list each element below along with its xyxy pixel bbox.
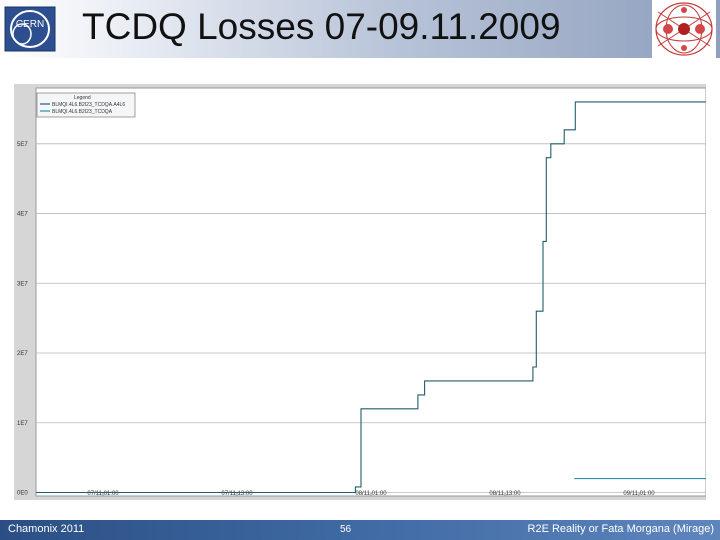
y-tick-label: 3E7 (17, 281, 28, 287)
legend-box (36, 92, 136, 118)
x-tick-label: 08/11 13:00 (489, 491, 521, 497)
chart-area: 07/11 01:00 07/11 13:00 08/11 01:00 08/11 1… (14, 84, 707, 500)
loss-chart: 07/11 01:00 07/11 13:00 08/11 01:00 08/11 1… (14, 84, 707, 500)
y-tick-label: 0E0 (17, 491, 28, 497)
cern-logo-icon: CERN (4, 6, 56, 52)
series-line-1 (36, 101, 706, 494)
y-tick-label: 1E7 (17, 421, 28, 427)
x-tick-label: 07/11 13:00 (221, 491, 253, 497)
footer-talk-title: R2E Reality or Fata Morgana (Mirage) (527, 523, 714, 535)
x-tick-label: 08/11 01:00 (355, 491, 387, 497)
footer-bar: Chamonix 2011 56 R2E Reality or Fata Mor… (0, 520, 720, 540)
lhc-event-logo-icon (652, 0, 716, 58)
footer-event: Chamonix 2011 (8, 523, 85, 535)
cern-logo-text: CERN (16, 19, 44, 30)
y-tick-label: 2E7 (17, 351, 28, 357)
y-tick-label: 5E7 (17, 142, 28, 148)
page-title: TCDQ Losses 07-09.11.2009 (82, 6, 561, 47)
page-number: 56 (340, 524, 352, 535)
title-bar: CERN TCDQ Losses 07-09.11.2009 (0, 0, 720, 58)
legend-entry-1: BLMQI.4L6.B2I23_TCDQA.A4L6 (52, 102, 125, 108)
x-tick-label: 07/11 01:00 (87, 491, 119, 497)
x-tick-label: 09/11 01:00 (623, 491, 655, 497)
y-tick-label: 4E7 (17, 212, 28, 218)
legend-entry-2: BLMQI.4L6.B2I23_TCDQA (52, 109, 113, 115)
legend-title: Legend (74, 95, 91, 101)
